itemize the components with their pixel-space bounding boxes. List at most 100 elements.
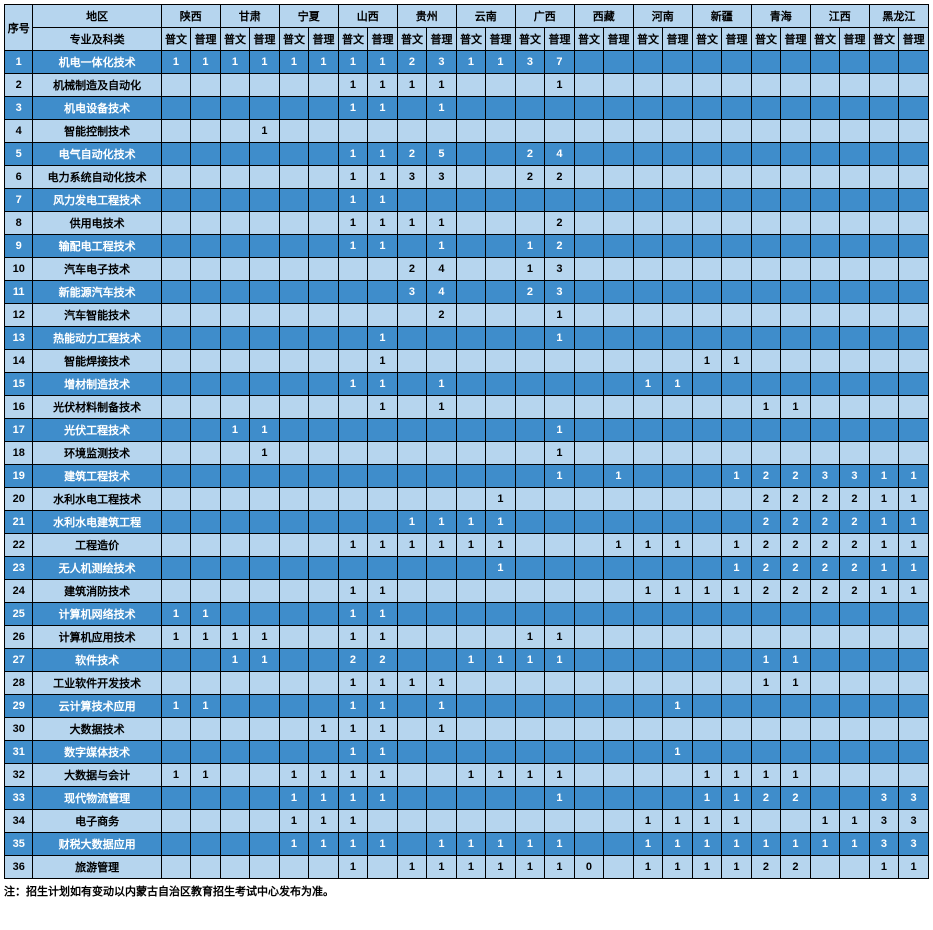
cell-value (604, 488, 634, 511)
cell-value (751, 304, 781, 327)
cell-value (899, 419, 929, 442)
cell-major: 环境监测技术 (33, 442, 161, 465)
cell-value (220, 235, 250, 258)
cell-value (869, 373, 899, 396)
cell-value (486, 166, 516, 189)
cell-value (604, 350, 634, 373)
cell-seq: 2 (5, 74, 33, 97)
cell-value (692, 189, 722, 212)
cell-value (456, 695, 486, 718)
cell-value (604, 419, 634, 442)
cell-major: 光伏工程技术 (33, 419, 161, 442)
cell-value (161, 281, 191, 304)
cell-value (338, 419, 368, 442)
cell-value: 1 (427, 695, 457, 718)
cell-value (604, 304, 634, 327)
cell-value (574, 787, 604, 810)
cell-value (456, 212, 486, 235)
cell-value: 1 (338, 189, 368, 212)
cell-value: 1 (368, 626, 398, 649)
cell-value (515, 603, 545, 626)
cell-value: 1 (692, 787, 722, 810)
cell-value: 2 (810, 488, 840, 511)
cell-value (456, 580, 486, 603)
cell-value (309, 534, 339, 557)
cell-value (456, 672, 486, 695)
cell-value (633, 764, 663, 787)
cell-value (161, 97, 191, 120)
cell-value (191, 304, 221, 327)
cell-value (840, 235, 870, 258)
cell-value (515, 718, 545, 741)
cell-major: 计算机应用技术 (33, 626, 161, 649)
cell-value (279, 235, 309, 258)
cell-value (161, 396, 191, 419)
cell-value (840, 166, 870, 189)
cell-value (692, 557, 722, 580)
cell-value: 1 (397, 74, 427, 97)
cell-value: 1 (515, 764, 545, 787)
cell-value (574, 373, 604, 396)
cell-value (279, 212, 309, 235)
table-row: 22工程造价1111111111222211 (5, 534, 929, 557)
cell-value: 3 (545, 258, 575, 281)
cell-seq: 25 (5, 603, 33, 626)
cell-value: 1 (161, 603, 191, 626)
cell-value (840, 97, 870, 120)
cell-value (161, 74, 191, 97)
cell-value (427, 189, 457, 212)
cell-value: 1 (486, 557, 516, 580)
cell-value: 2 (751, 534, 781, 557)
cell-value (781, 166, 811, 189)
cell-value: 1 (279, 787, 309, 810)
cell-value: 1 (397, 212, 427, 235)
cell-value (368, 442, 398, 465)
col-subtype: 普文 (869, 28, 899, 51)
cell-value (161, 419, 191, 442)
cell-value: 3 (899, 810, 929, 833)
cell-value (663, 327, 693, 350)
cell-value (633, 557, 663, 580)
cell-value (515, 327, 545, 350)
cell-value (545, 695, 575, 718)
cell-major: 财税大数据应用 (33, 833, 161, 856)
table-row: 9输配电工程技术11112 (5, 235, 929, 258)
cell-value (692, 97, 722, 120)
cell-value (869, 189, 899, 212)
cell-value (869, 166, 899, 189)
cell-value (338, 350, 368, 373)
cell-value (810, 419, 840, 442)
cell-value (279, 74, 309, 97)
cell-value (309, 281, 339, 304)
cell-value: 1 (456, 764, 486, 787)
cell-value: 1 (633, 580, 663, 603)
cell-value: 1 (692, 833, 722, 856)
cell-value: 1 (545, 787, 575, 810)
cell-value: 1 (899, 488, 929, 511)
cell-value (220, 718, 250, 741)
cell-value: 1 (692, 764, 722, 787)
cell-major: 云计算技术应用 (33, 695, 161, 718)
cell-value (781, 741, 811, 764)
cell-value (309, 649, 339, 672)
cell-value (486, 603, 516, 626)
cell-value (309, 442, 339, 465)
cell-value: 1 (368, 74, 398, 97)
cell-value (309, 465, 339, 488)
cell-value (810, 212, 840, 235)
col-seq: 序号 (5, 5, 33, 51)
cell-value (574, 396, 604, 419)
cell-value: 1 (338, 580, 368, 603)
cell-seq: 1 (5, 51, 33, 74)
cell-value (250, 718, 280, 741)
cell-value (781, 281, 811, 304)
cell-value (161, 488, 191, 511)
cell-value: 1 (722, 580, 752, 603)
cell-value: 1 (191, 626, 221, 649)
cell-value (751, 97, 781, 120)
cell-major: 电气自动化技术 (33, 143, 161, 166)
cell-value: 1 (722, 856, 752, 879)
cell-value: 2 (545, 212, 575, 235)
cell-seq: 10 (5, 258, 33, 281)
cell-value: 1 (338, 787, 368, 810)
